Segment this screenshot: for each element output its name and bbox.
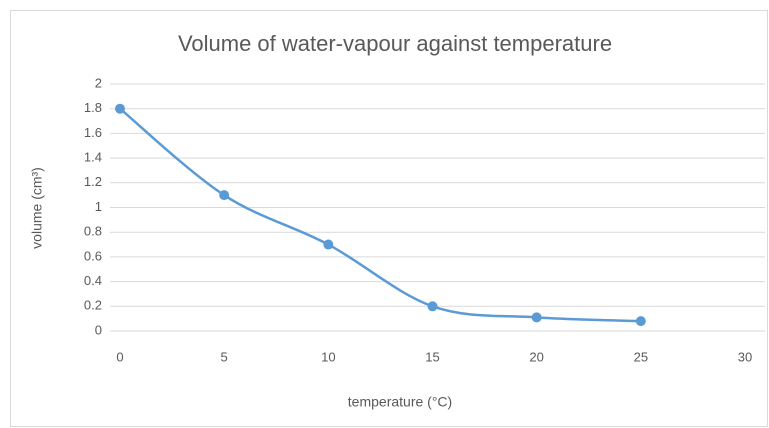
y-axis-label: volume (cm³) bbox=[29, 167, 45, 249]
data-point bbox=[427, 301, 438, 312]
chart-frame bbox=[10, 10, 768, 427]
x-tick-label: 15 bbox=[425, 349, 439, 364]
x-tick-label: 0 bbox=[116, 349, 123, 364]
y-tick-label: 1.6 bbox=[84, 125, 102, 140]
y-tick-label: 1 bbox=[95, 199, 102, 214]
data-point bbox=[219, 190, 230, 201]
y-tick-label: 1.4 bbox=[84, 150, 102, 165]
x-axis-label: temperature (°C) bbox=[348, 394, 452, 410]
y-tick-label: 0.8 bbox=[84, 224, 102, 239]
data-point bbox=[635, 316, 646, 327]
x-tick-label: 30 bbox=[738, 349, 752, 364]
y-tick-label: 1.8 bbox=[84, 100, 102, 115]
x-tick-label: 20 bbox=[529, 349, 543, 364]
data-point bbox=[531, 312, 542, 323]
y-tick-label: 0 bbox=[95, 322, 102, 337]
y-tick-label: 1.2 bbox=[84, 174, 102, 189]
y-tick-label: 0.4 bbox=[84, 273, 102, 288]
data-point bbox=[323, 239, 334, 250]
chart-title: Volume of water-vapour against temperatu… bbox=[178, 31, 612, 56]
y-tick-label: 0.2 bbox=[84, 298, 102, 313]
y-tick-label: 2 bbox=[95, 75, 102, 90]
x-tick-label: 10 bbox=[321, 349, 335, 364]
data-line bbox=[119, 107, 641, 323]
y-tick-label: 0.6 bbox=[84, 248, 102, 263]
x-tick-label: 25 bbox=[634, 349, 648, 364]
data-point bbox=[115, 103, 125, 114]
x-tick-label: 5 bbox=[221, 349, 228, 364]
